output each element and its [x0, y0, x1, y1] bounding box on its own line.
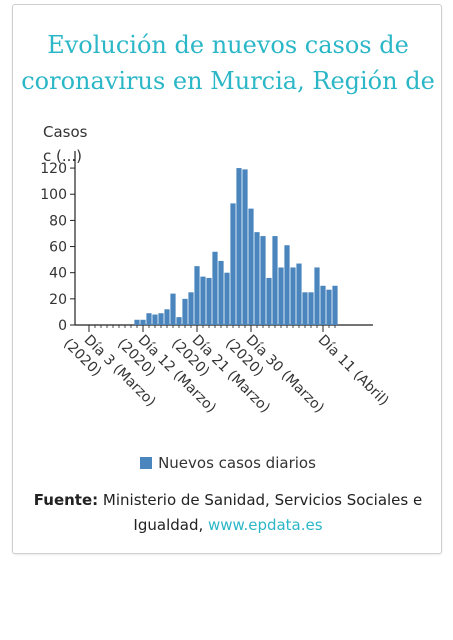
- bar: [206, 277, 212, 325]
- bar: [308, 292, 314, 325]
- y-axis-label: c (...): [43, 147, 82, 165]
- y-tick-label: 20: [49, 292, 67, 308]
- bar: [266, 277, 272, 325]
- chart-title-line-2: coronavirus en Murcia, Región de: [21, 67, 435, 95]
- y-tick-label: 40: [49, 266, 67, 282]
- y-tick-label: 100: [40, 187, 67, 203]
- y-tick-label: 120: [40, 161, 67, 177]
- bar: [236, 168, 242, 325]
- bar: [170, 293, 176, 325]
- bar: [260, 236, 266, 325]
- chart-title-line-1: Evolución de nuevos casos de: [47, 31, 409, 59]
- bar: [224, 272, 230, 325]
- bar: [194, 266, 200, 325]
- bar: [278, 267, 284, 325]
- bar: [332, 285, 338, 325]
- bar: [182, 298, 188, 325]
- chart-title: Evolución de nuevos casos de coronavirus…: [13, 27, 443, 99]
- bar: [254, 232, 260, 325]
- y-axis-label: Casos: [43, 123, 88, 141]
- bar: [218, 260, 224, 325]
- bar: [248, 208, 254, 325]
- bar: [314, 267, 320, 325]
- legend: Nuevos casos diarios: [13, 454, 443, 472]
- legend-label: Nuevos casos diarios: [158, 454, 316, 472]
- source-note: Fuente: Ministerio de Sanidad, Servicios…: [13, 488, 443, 538]
- bar: [152, 314, 158, 325]
- source-label: Fuente:: [33, 491, 99, 509]
- bar: [320, 285, 326, 325]
- bar: [302, 292, 308, 325]
- bar: [158, 313, 164, 325]
- x-tick-label-line: Día 11 (Abril): [315, 332, 392, 409]
- y-tick-label: 80: [49, 213, 67, 229]
- bar: [290, 267, 296, 325]
- bar: [200, 276, 206, 325]
- source-link[interactable]: www.epdata.es: [208, 516, 323, 534]
- bar: [296, 263, 302, 325]
- y-tick-label: 0: [58, 318, 67, 334]
- bar: [140, 319, 146, 325]
- x-tick-label: Día 11 (Abril): [315, 332, 392, 409]
- bar: [272, 236, 278, 325]
- bar: [188, 292, 194, 325]
- bar: [242, 169, 248, 325]
- y-tick-label: 60: [49, 240, 67, 256]
- bar: [164, 309, 170, 325]
- bar: [230, 203, 236, 325]
- chart-card: Evolución de nuevos casos de coronavirus…: [12, 4, 442, 554]
- legend-swatch: [140, 457, 153, 469]
- source-text: Ministerio de Sanidad, Servicios Sociale…: [98, 491, 423, 534]
- bar: [284, 245, 290, 325]
- bar: [326, 289, 332, 325]
- bar: [134, 319, 140, 325]
- bar: [176, 317, 182, 325]
- bar: [146, 313, 152, 325]
- bar: [212, 251, 218, 325]
